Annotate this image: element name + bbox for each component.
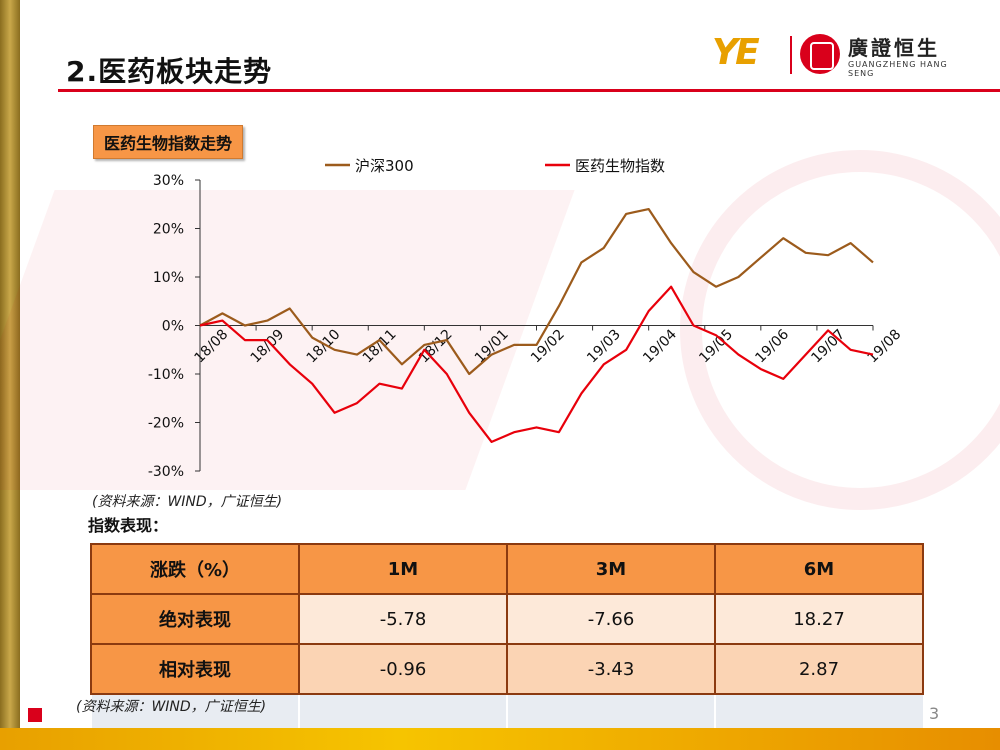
x-tick-label: 18/10 bbox=[304, 326, 344, 366]
table-header-cell: 3M bbox=[506, 543, 716, 595]
company-logo: YE 廣證恒生 GUANGZHENG HANG SENG bbox=[712, 30, 962, 80]
y-tick-label: 0% bbox=[162, 319, 184, 335]
legend-label: 沪深300 bbox=[355, 157, 414, 175]
page-title: 2.医药板块走势 bbox=[66, 55, 273, 88]
table-source-note: (资料来源：WIND，广证恒生) bbox=[76, 699, 267, 715]
y-tick-label: 30% bbox=[153, 173, 184, 189]
table-cell: -0.96 bbox=[298, 643, 508, 695]
x-tick-label: 18/08 bbox=[192, 326, 232, 366]
page-number: 3 bbox=[929, 704, 940, 723]
logo-divider bbox=[790, 36, 792, 74]
series-line-1 bbox=[199, 208, 874, 376]
x-tick-label: 19/03 bbox=[584, 326, 624, 366]
table-header-cell: 6M bbox=[714, 543, 924, 595]
chart-source-note: (资料来源：WIND，广证恒生) bbox=[92, 494, 283, 510]
x-tick-label: 19/04 bbox=[640, 326, 680, 366]
y-tick-label: -20% bbox=[148, 416, 184, 432]
table-row: 绝对表现 -5.78 -7.66 18.27 bbox=[90, 593, 924, 645]
table-cell: -5.78 bbox=[298, 593, 508, 645]
table-title: 指数表现： bbox=[88, 516, 169, 535]
chart-label-box: 医药生物指数走势 bbox=[93, 125, 244, 159]
x-tick-label: 19/06 bbox=[752, 326, 792, 366]
logo-chinese-name: 廣證恒生 bbox=[848, 36, 940, 60]
y-tick-label: -30% bbox=[148, 464, 184, 480]
table-cell: -3.43 bbox=[506, 643, 716, 695]
x-tick-label: 18/09 bbox=[248, 326, 288, 366]
row-label: 相对表现 bbox=[90, 643, 300, 695]
seal-icon bbox=[800, 34, 840, 74]
logo-english-name: GUANGZHENG HANG SENG bbox=[848, 60, 948, 78]
y-tick-label: -10% bbox=[148, 367, 184, 383]
table-cell: 2.87 bbox=[714, 643, 924, 695]
y-tick-label: 10% bbox=[153, 270, 184, 286]
table-row: 相对表现 -0.96 -3.43 2.87 bbox=[90, 643, 924, 695]
x-tick-label: 19/01 bbox=[472, 326, 512, 366]
title-underline bbox=[58, 89, 1000, 92]
table-header-cell: 1M bbox=[298, 543, 508, 595]
row-label: 绝对表现 bbox=[90, 593, 300, 645]
x-tick-label: 18/11 bbox=[360, 326, 400, 366]
x-tick-label: 19/08 bbox=[865, 326, 905, 366]
table-header-row: 涨跌（%） 1M 3M 6M bbox=[90, 543, 924, 595]
left-gold-bar bbox=[0, 0, 20, 750]
x-tick-label: 19/02 bbox=[528, 326, 568, 366]
series-line-2 bbox=[199, 285, 874, 443]
table-header-cell: 涨跌（%） bbox=[90, 543, 300, 595]
ye-logo-mark: YE bbox=[712, 32, 760, 73]
red-square-decoration bbox=[28, 708, 42, 722]
legend-label: 医药生物指数 bbox=[575, 157, 665, 175]
y-tick-label: 20% bbox=[153, 222, 184, 238]
table-cell: -7.66 bbox=[506, 593, 716, 645]
bottom-gold-bar bbox=[0, 728, 1000, 750]
table-cell: 18.27 bbox=[714, 593, 924, 645]
